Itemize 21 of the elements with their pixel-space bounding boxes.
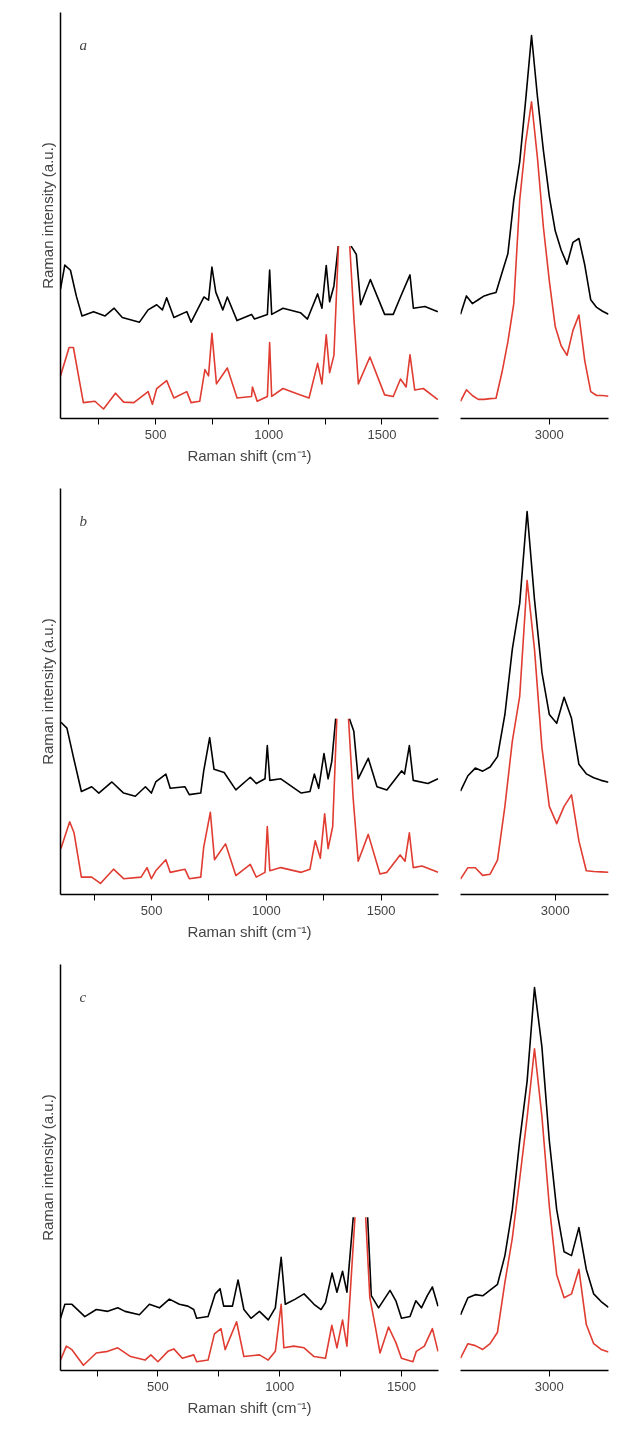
x-tick-label: 1500 [387,1378,416,1394]
x-tick-label: 1500 [366,902,396,918]
x-tick-label: 1000 [254,426,284,442]
text: 3000 [540,902,570,918]
x-tick-label: 500 [144,426,167,442]
x-tick-label: 1000 [251,902,281,918]
text: 3000 [534,426,564,442]
text: c [79,989,87,1006]
x-axis-title: Raman shift (cm⁻¹) [187,446,312,464]
x-axis-title: Raman shift (cm⁻¹) [187,1398,312,1416]
text: 3000 [534,1378,564,1394]
x-tick-label: 500 [140,902,163,918]
text: a [79,37,87,54]
y-axis-title: Raman intensity (a.u.) [38,142,56,289]
y-axis-title: Raman intensity (a.u.) [38,1094,56,1241]
x-tick-label: 500 [147,1378,169,1394]
text: b [79,513,88,530]
x-tick-label: 1500 [367,426,397,442]
x-tick-label: 1000 [265,1378,295,1394]
y-axis-title: Raman intensity (a.u.) [38,618,56,765]
x-axis-title: Raman shift (cm⁻¹) [187,922,312,940]
